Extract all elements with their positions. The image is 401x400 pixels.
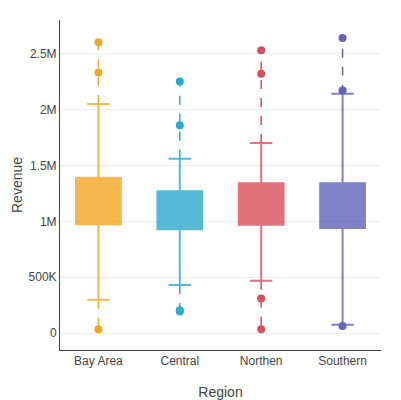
svg-text:Northen: Northen [240, 354, 283, 368]
svg-text:Central: Central [160, 354, 199, 368]
svg-text:2.5M: 2.5M [30, 47, 57, 61]
svg-text:Bay Area: Bay Area [74, 354, 123, 368]
svg-text:2M: 2M [40, 103, 57, 117]
svg-text:0: 0 [50, 326, 57, 340]
svg-text:Revenue: Revenue [9, 157, 25, 213]
svg-text:Southern: Southern [318, 354, 367, 368]
svg-text:500K: 500K [29, 270, 57, 284]
svg-text:1M: 1M [40, 215, 57, 229]
svg-text:Region: Region [198, 384, 242, 400]
svg-text:1.5M: 1.5M [30, 159, 57, 173]
